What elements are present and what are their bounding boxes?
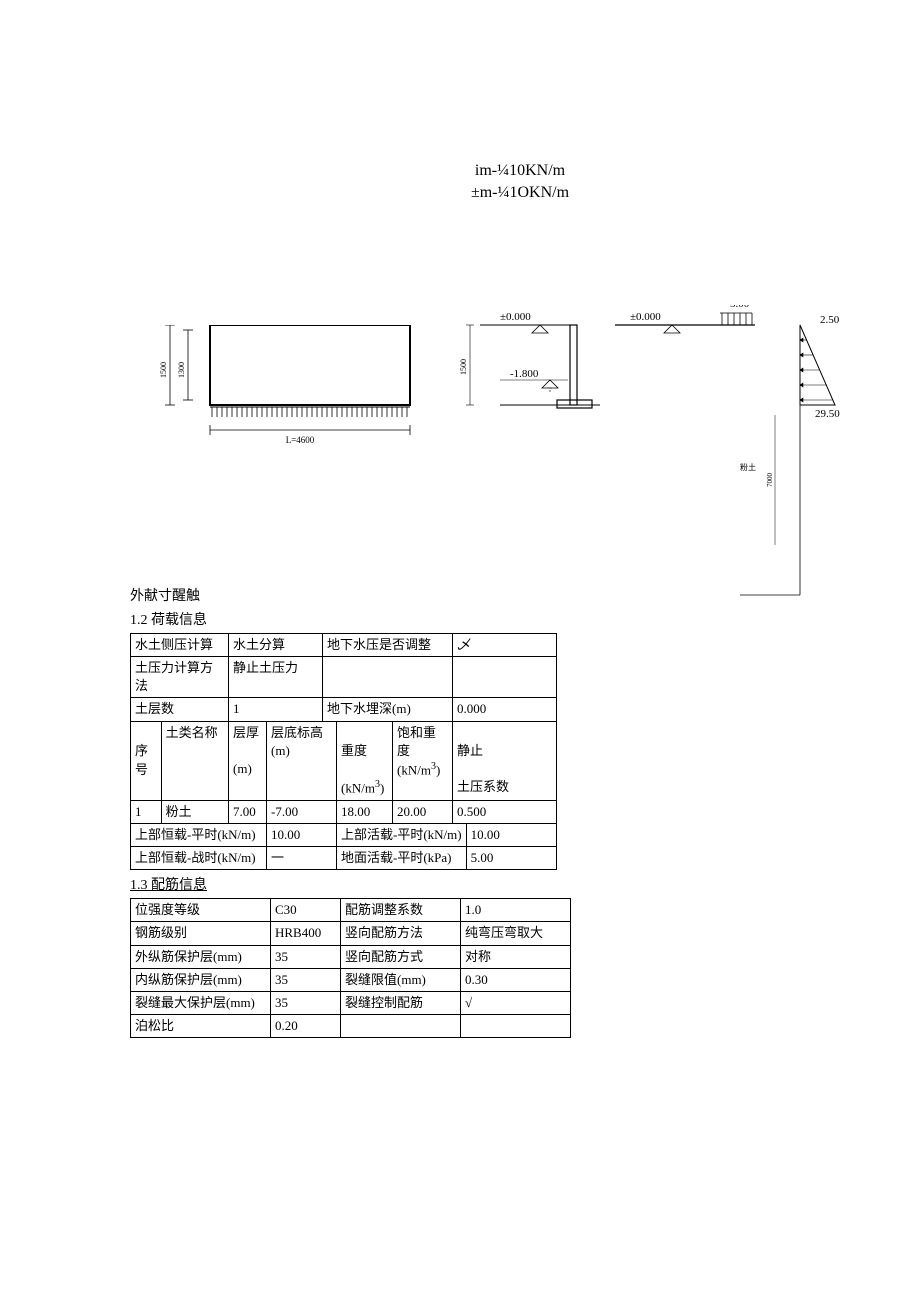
cell <box>461 1015 571 1038</box>
cell: C30 <box>271 899 341 922</box>
diagrams-container: L=4600 1500 1300 ±0.000 -1.800 <box>130 245 790 565</box>
formula-line-1: im-¼10KN/m <box>250 160 790 182</box>
svg-text:粉土: 粉土 <box>740 462 756 472</box>
diagram-right: ±0.000 -1.800 1500 ±0.000 <box>440 305 860 615</box>
cell: 静止土压系数 <box>453 721 557 800</box>
cell: 上部恒载-战时(kN/m) <box>131 846 267 869</box>
svg-text:29.50: 29.50 <box>815 408 840 420</box>
cell: 10.00 <box>466 823 556 846</box>
cell: 地下水埋深(m) <box>323 698 453 721</box>
cell: 18.00 <box>337 800 393 823</box>
cell: 对称 <box>461 945 571 968</box>
cell: -7.00 <box>267 800 337 823</box>
svg-text:1500: 1500 <box>159 362 168 378</box>
cell: 35 <box>271 945 341 968</box>
cell: 重度(kN/m3) <box>337 721 393 800</box>
cell <box>323 656 453 697</box>
cell: 泊松比 <box>131 1015 271 1038</box>
cell: 0.30 <box>461 968 571 991</box>
cell: 7.00 <box>229 800 267 823</box>
cell: 1 <box>229 698 323 721</box>
cell: 配筋调整系数 <box>341 899 461 922</box>
cell: 上部恒载-平时(kN/m) <box>131 823 267 846</box>
diagram-left: L=4600 1500 1300 <box>130 325 430 455</box>
cell: 层厚(m) <box>229 721 267 800</box>
svg-text:1500: 1500 <box>459 359 468 375</box>
cell <box>453 656 557 697</box>
cell: 竖向配筋方法 <box>341 922 461 945</box>
cell: 土压力计算方法 <box>131 656 229 697</box>
cell <box>341 1015 461 1038</box>
cell: 1 <box>131 800 162 823</box>
cell: 地面活载-平时(kPa) <box>337 846 467 869</box>
svg-text:7000: 7000 <box>766 472 774 487</box>
cell: 序号 <box>131 721 162 800</box>
cell: 1.0 <box>461 899 571 922</box>
cell: 饱和重度(kN/m3) <box>393 721 453 800</box>
cell: 土类名称 <box>161 721 228 800</box>
cell: 静止土压力 <box>229 656 323 697</box>
cell: 水土侧压计算 <box>131 633 229 656</box>
cell: 竖向配筋方式 <box>341 945 461 968</box>
cell: 粉土 <box>161 800 228 823</box>
cell: 裂缝最大保护层(mm) <box>131 991 271 1014</box>
cell: 5.00 <box>466 846 556 869</box>
cell: 乄 <box>453 633 557 656</box>
cell: 内纵筋保护层(mm) <box>131 968 271 991</box>
cell: 一 <box>267 846 337 869</box>
cell: 外纵筋保护层(mm) <box>131 945 271 968</box>
cell: 10.00 <box>267 823 337 846</box>
svg-text:±0.000: ±0.000 <box>630 311 661 323</box>
cell: 层底标高(m) <box>267 721 337 800</box>
cell: 35 <box>271 991 341 1014</box>
cell: 0.000 <box>453 698 557 721</box>
svg-text:-1.800: -1.800 <box>510 368 539 380</box>
cell: 地下水压是否调整 <box>323 633 453 656</box>
cell: 20.00 <box>393 800 453 823</box>
svg-text:1300: 1300 <box>177 362 186 378</box>
cell: 位强度等级 <box>131 899 271 922</box>
cell: HRB400 <box>271 922 341 945</box>
formula-block: im-¼10KN/m ±m-¼1OKN/m <box>250 160 790 205</box>
cell: 钢筋级别 <box>131 922 271 945</box>
cell: 土层数 <box>131 698 229 721</box>
cell: 35 <box>271 968 341 991</box>
cell: 0.20 <box>271 1015 341 1038</box>
cell: 纯弯压弯取大 <box>461 922 571 945</box>
svg-text:±0.000: ±0.000 <box>500 311 531 323</box>
cell: 裂缝控制配筋 <box>341 991 461 1014</box>
load-info-table: 水土侧压计算 水土分算 地下水压是否调整 乄 土压力计算方法 静止土压力 土层数… <box>130 633 557 870</box>
rebar-info-table: 位强度等级 C30 配筋调整系数 1.0 钢筋级别 HRB400 竖向配筋方法 … <box>130 898 571 1038</box>
cell: 上部活载-平时(kN/m) <box>337 823 467 846</box>
cell: √ <box>461 991 571 1014</box>
cell: 水土分算 <box>229 633 323 656</box>
formula-line-2: ±m-¼1OKN/m <box>250 182 790 204</box>
heading-3: 1.3 配筋信息 <box>130 874 790 894</box>
svg-text:5.00: 5.00 <box>730 305 750 310</box>
cell: 裂缝限值(mm) <box>341 968 461 991</box>
cell: 0.500 <box>453 800 557 823</box>
svg-text:2.50: 2.50 <box>820 314 840 326</box>
svg-text:L=4600: L=4600 <box>286 435 315 445</box>
